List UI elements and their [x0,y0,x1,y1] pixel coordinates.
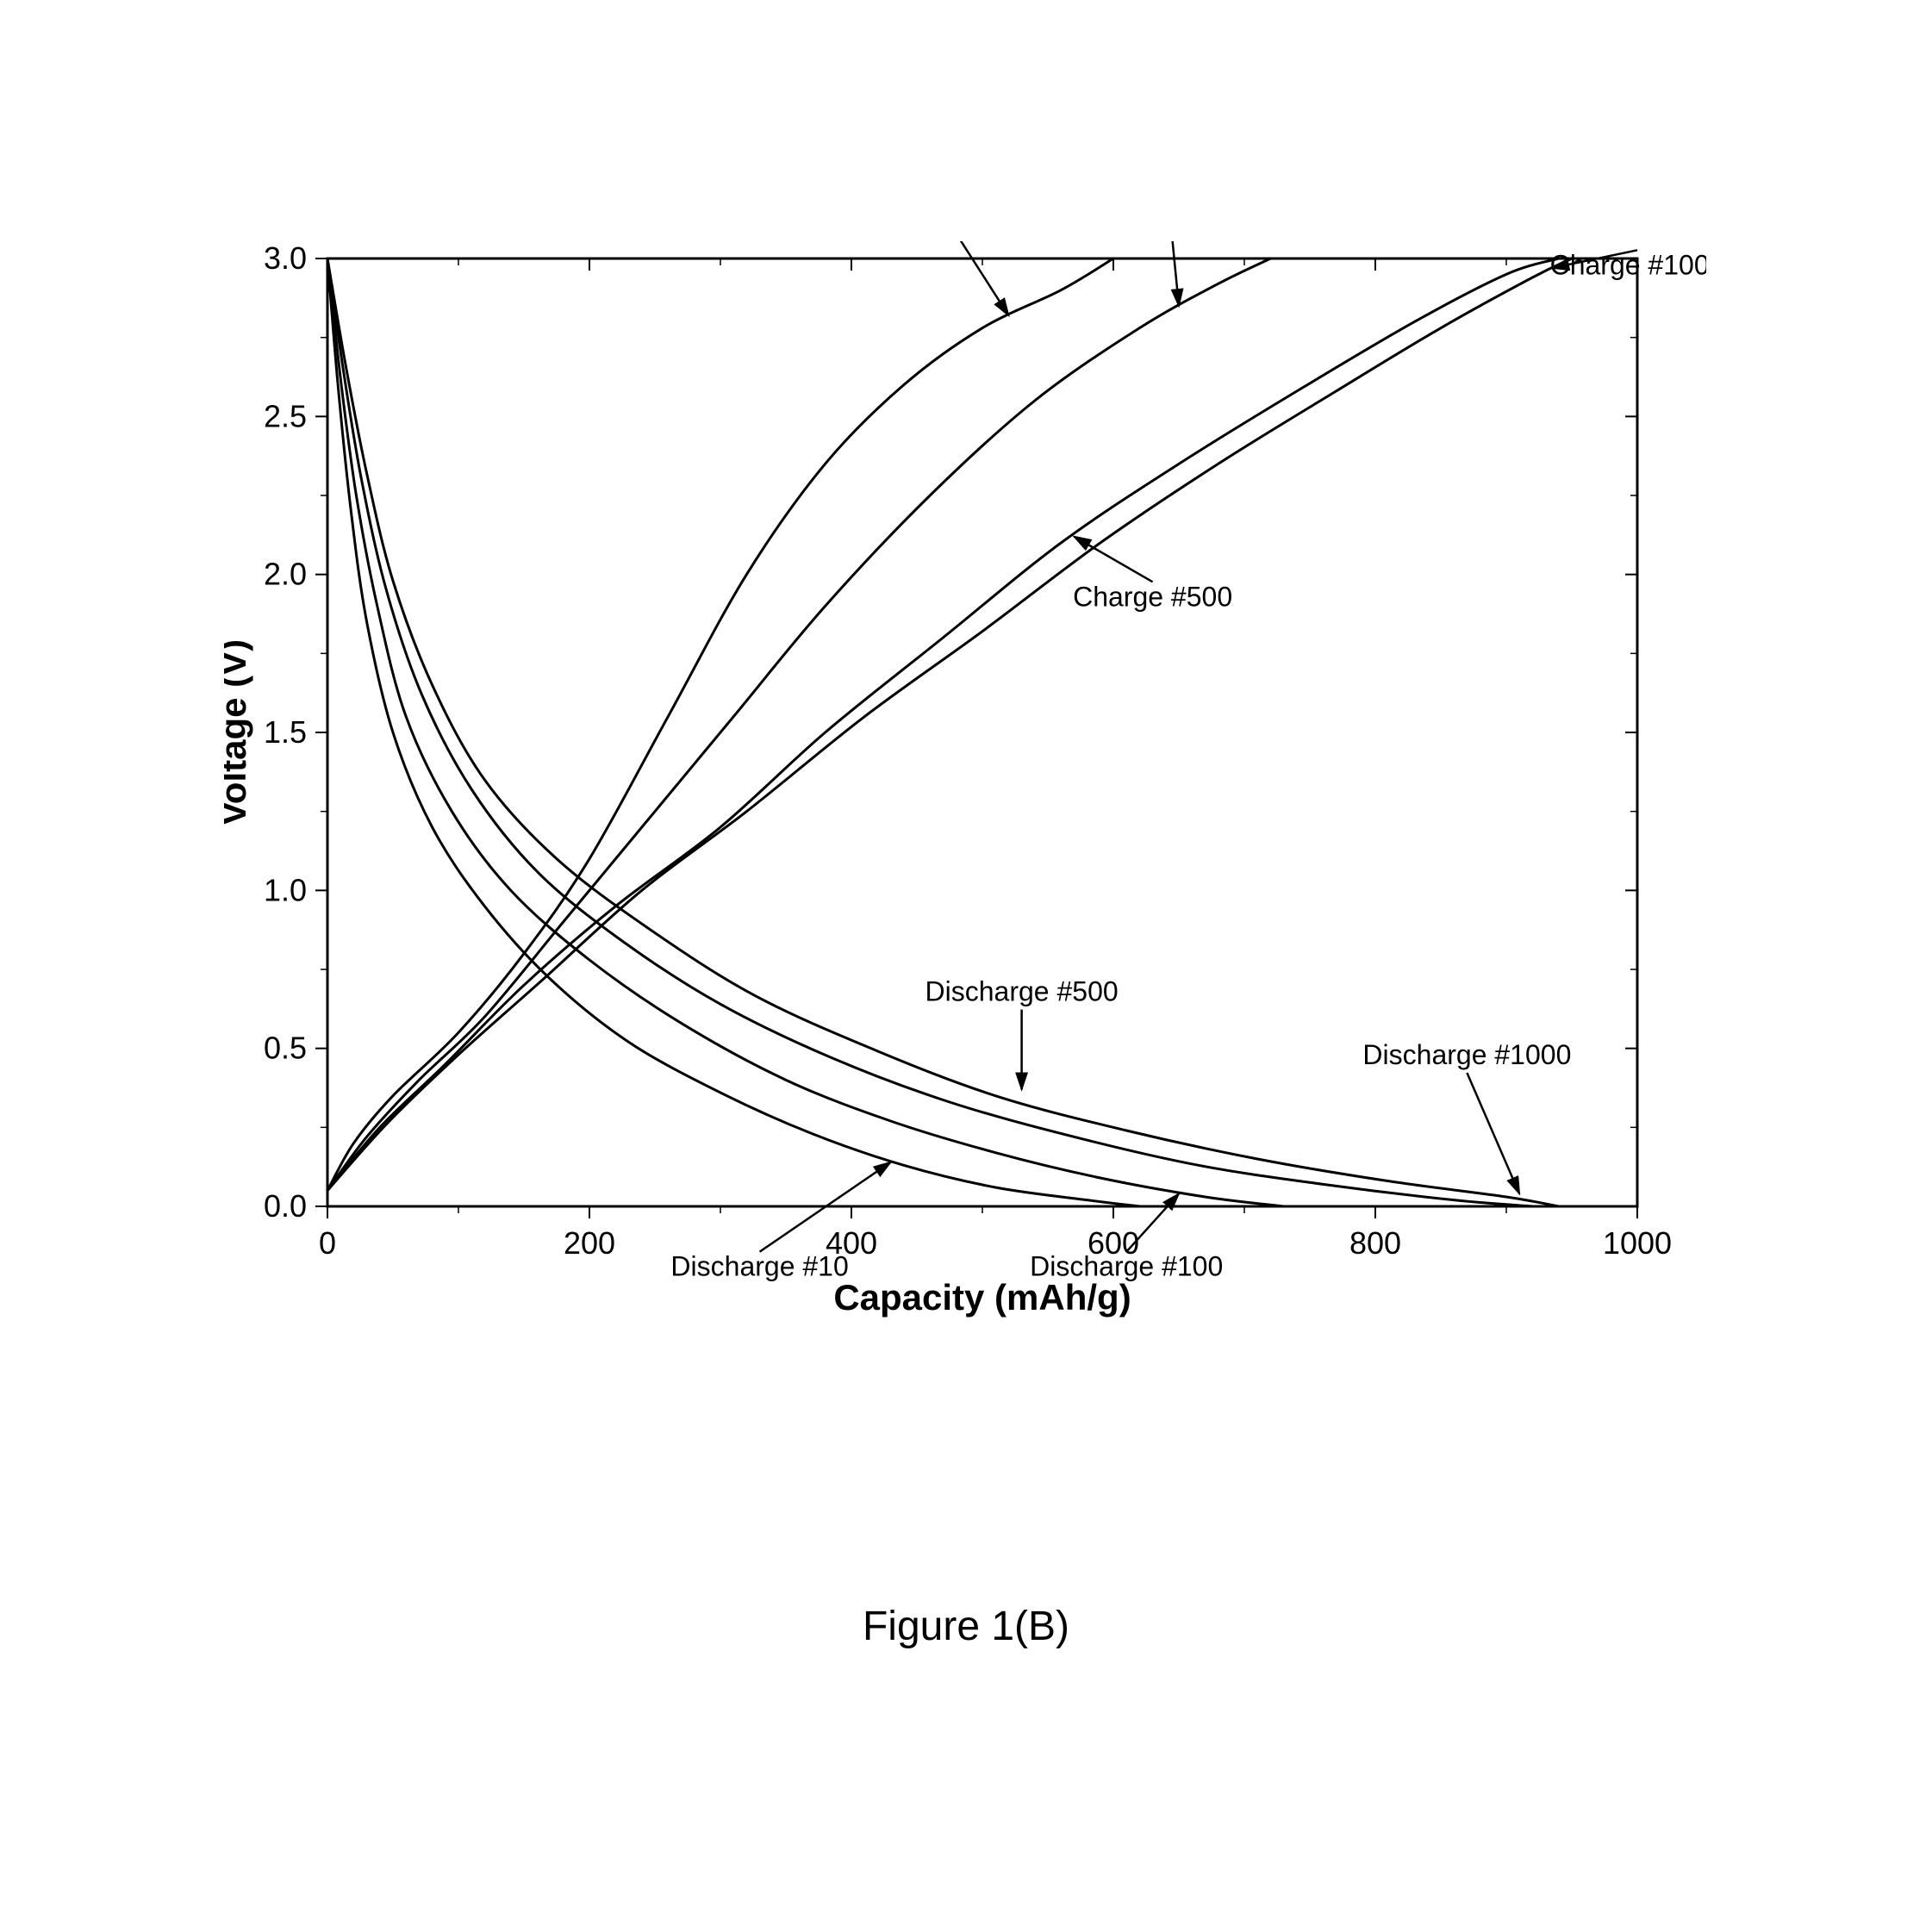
x-tick-label: 0 [319,1225,336,1261]
annotation-arrow [917,241,1008,315]
series-discharge_100 [327,259,1284,1206]
y-tick-label: 0.5 [264,1031,307,1066]
voltage-capacity-chart: 020040060080010000.00.51.01.52.02.53.0 C… [224,241,1706,1448]
annotation-label: Discharge #500 [925,976,1119,1007]
x-tick-label: 200 [564,1225,615,1261]
x-axis-title: Capacity (mAh/g) [833,1277,1131,1318]
annotation-arrow [1467,1073,1519,1193]
series-discharge_500 [327,259,1532,1206]
y-tick-label: 2.0 [264,557,307,592]
y-tick-label: 1.5 [264,714,307,750]
annotation-label: Discharge #10 [670,1251,848,1282]
annotation-label: Charge #1000 [1550,249,1706,280]
y-axis-title: Voltage (V) [224,639,253,825]
y-tick-label: 1.0 [264,872,307,907]
annotation-arrow [1074,537,1152,582]
annotation-arrow [1126,1193,1179,1251]
chart-container: 020040060080010000.00.51.01.52.02.53.0 C… [224,241,1706,1448]
annotation-arrow [1166,241,1179,306]
annotation-label: Discharge #1000 [1362,1039,1571,1070]
y-tick-label: 0.0 [264,1188,307,1224]
figure-caption: Figure 1(B) [0,1603,1932,1650]
x-tick-label: 800 [1349,1225,1401,1261]
series-charge_100 [327,259,1270,1191]
y-tick-label: 3.0 [264,241,307,276]
page: 020040060080010000.00.51.01.52.02.53.0 C… [0,0,1932,1925]
x-tick-label: 1000 [1603,1225,1672,1261]
annotation-label: Charge #500 [1073,581,1232,612]
y-tick-label: 2.5 [264,398,307,433]
series-charge_10 [327,259,1113,1191]
